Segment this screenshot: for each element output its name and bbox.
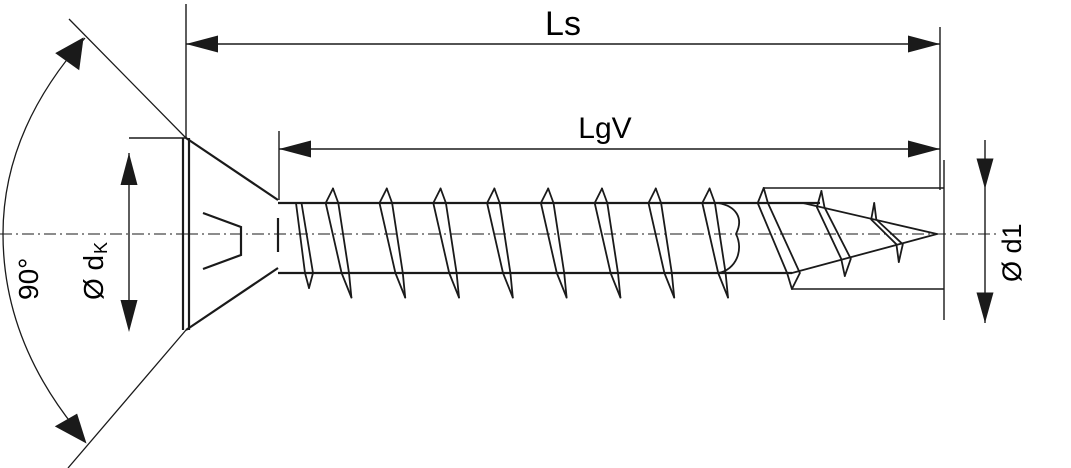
svg-text:Ø d1: Ø d1 <box>997 223 1027 282</box>
svg-text:K: K <box>91 242 111 254</box>
svg-text:Ls: Ls <box>545 5 581 43</box>
svg-text:90°: 90° <box>13 258 44 300</box>
svg-text:LgV: LgV <box>578 112 631 145</box>
svg-text:Ø d: Ø d <box>78 255 109 300</box>
